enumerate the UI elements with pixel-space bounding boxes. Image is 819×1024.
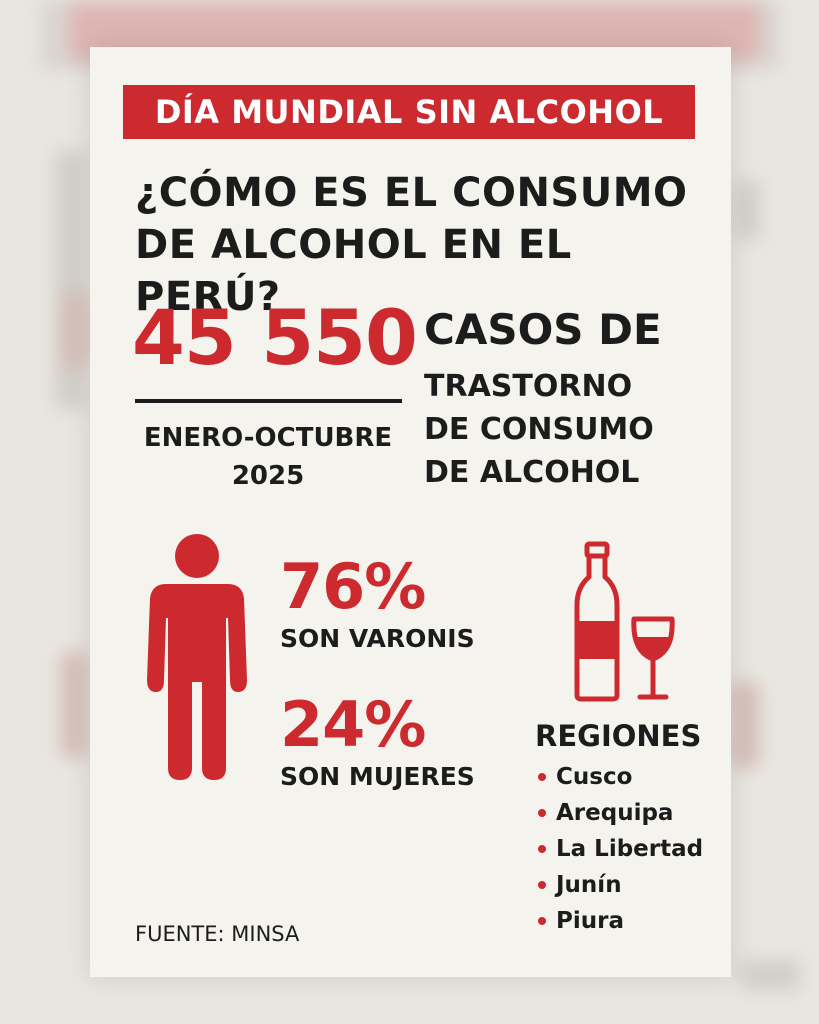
list-item: La Libertad [535, 831, 725, 867]
cases-description-line: DE CONSUMO [424, 412, 654, 447]
bullet-dot-icon [538, 809, 546, 817]
bullet-dot-icon [538, 881, 546, 889]
wine-bottle-and-glass-icon [574, 541, 675, 702]
title-line-1: ¿CÓMO ES EL CONSUMO [135, 170, 688, 216]
cases-description-line: TRASTORNO [424, 369, 633, 404]
cases-count: 45 550 [132, 293, 418, 382]
page-title: ¿CÓMO ES EL CONSUMO DE ALCOHOL EN EL PER… [135, 167, 715, 323]
women-stat: 24% SON MUJERES [280, 690, 475, 794]
list-item: Arequipa [535, 795, 725, 831]
women-label: SON MUJERES [280, 762, 475, 791]
men-stat: 76% SON VARONIS [280, 552, 475, 656]
men-label: SON VARONIS [280, 624, 475, 653]
list-item: Junín [535, 867, 725, 903]
infographic-card: DÍA MUNDIAL SIN ALCOHOL ¿CÓMO ES EL CONS… [90, 47, 731, 977]
person-icon [147, 534, 247, 780]
title-line-2: DE ALCOHOL EN EL PERÚ? [135, 222, 572, 320]
header-banner: DÍA MUNDIAL SIN ALCOHOL [123, 85, 695, 139]
period-line-2: 2025 [231, 461, 305, 491]
cases-description: TRASTORNO DE CONSUMO DE ALCOHOL [424, 365, 724, 494]
period-line-1: ENERO-OCTUBRE [143, 423, 393, 453]
region-name: La Libertad [556, 836, 704, 862]
regions-title: REGIONES [535, 719, 702, 753]
region-name: Piura [556, 908, 624, 934]
men-percentage: 76% [280, 550, 426, 623]
bullet-dot-icon [538, 773, 546, 781]
divider-line [135, 399, 402, 403]
bullet-dot-icon [538, 917, 546, 925]
source-note: FUENTE: MINSA [135, 922, 300, 946]
wine-bottle-icon [574, 541, 620, 702]
region-name: Junín [556, 872, 622, 898]
cases-label-head: CASOS DE [424, 305, 662, 354]
region-name: Arequipa [556, 800, 674, 826]
cases-description-line: DE ALCOHOL [424, 455, 640, 490]
women-percentage: 24% [280, 688, 426, 761]
region-name: Cusco [556, 764, 633, 790]
list-item: Piura [535, 903, 725, 939]
bullet-dot-icon [538, 845, 546, 853]
wine-glass-icon [631, 616, 675, 700]
list-item: Cusco [535, 759, 725, 795]
period: ENERO-OCTUBRE 2025 [130, 419, 406, 495]
regions-list: REGIONES Cusco Arequipa La Libertad Juní… [535, 715, 725, 939]
